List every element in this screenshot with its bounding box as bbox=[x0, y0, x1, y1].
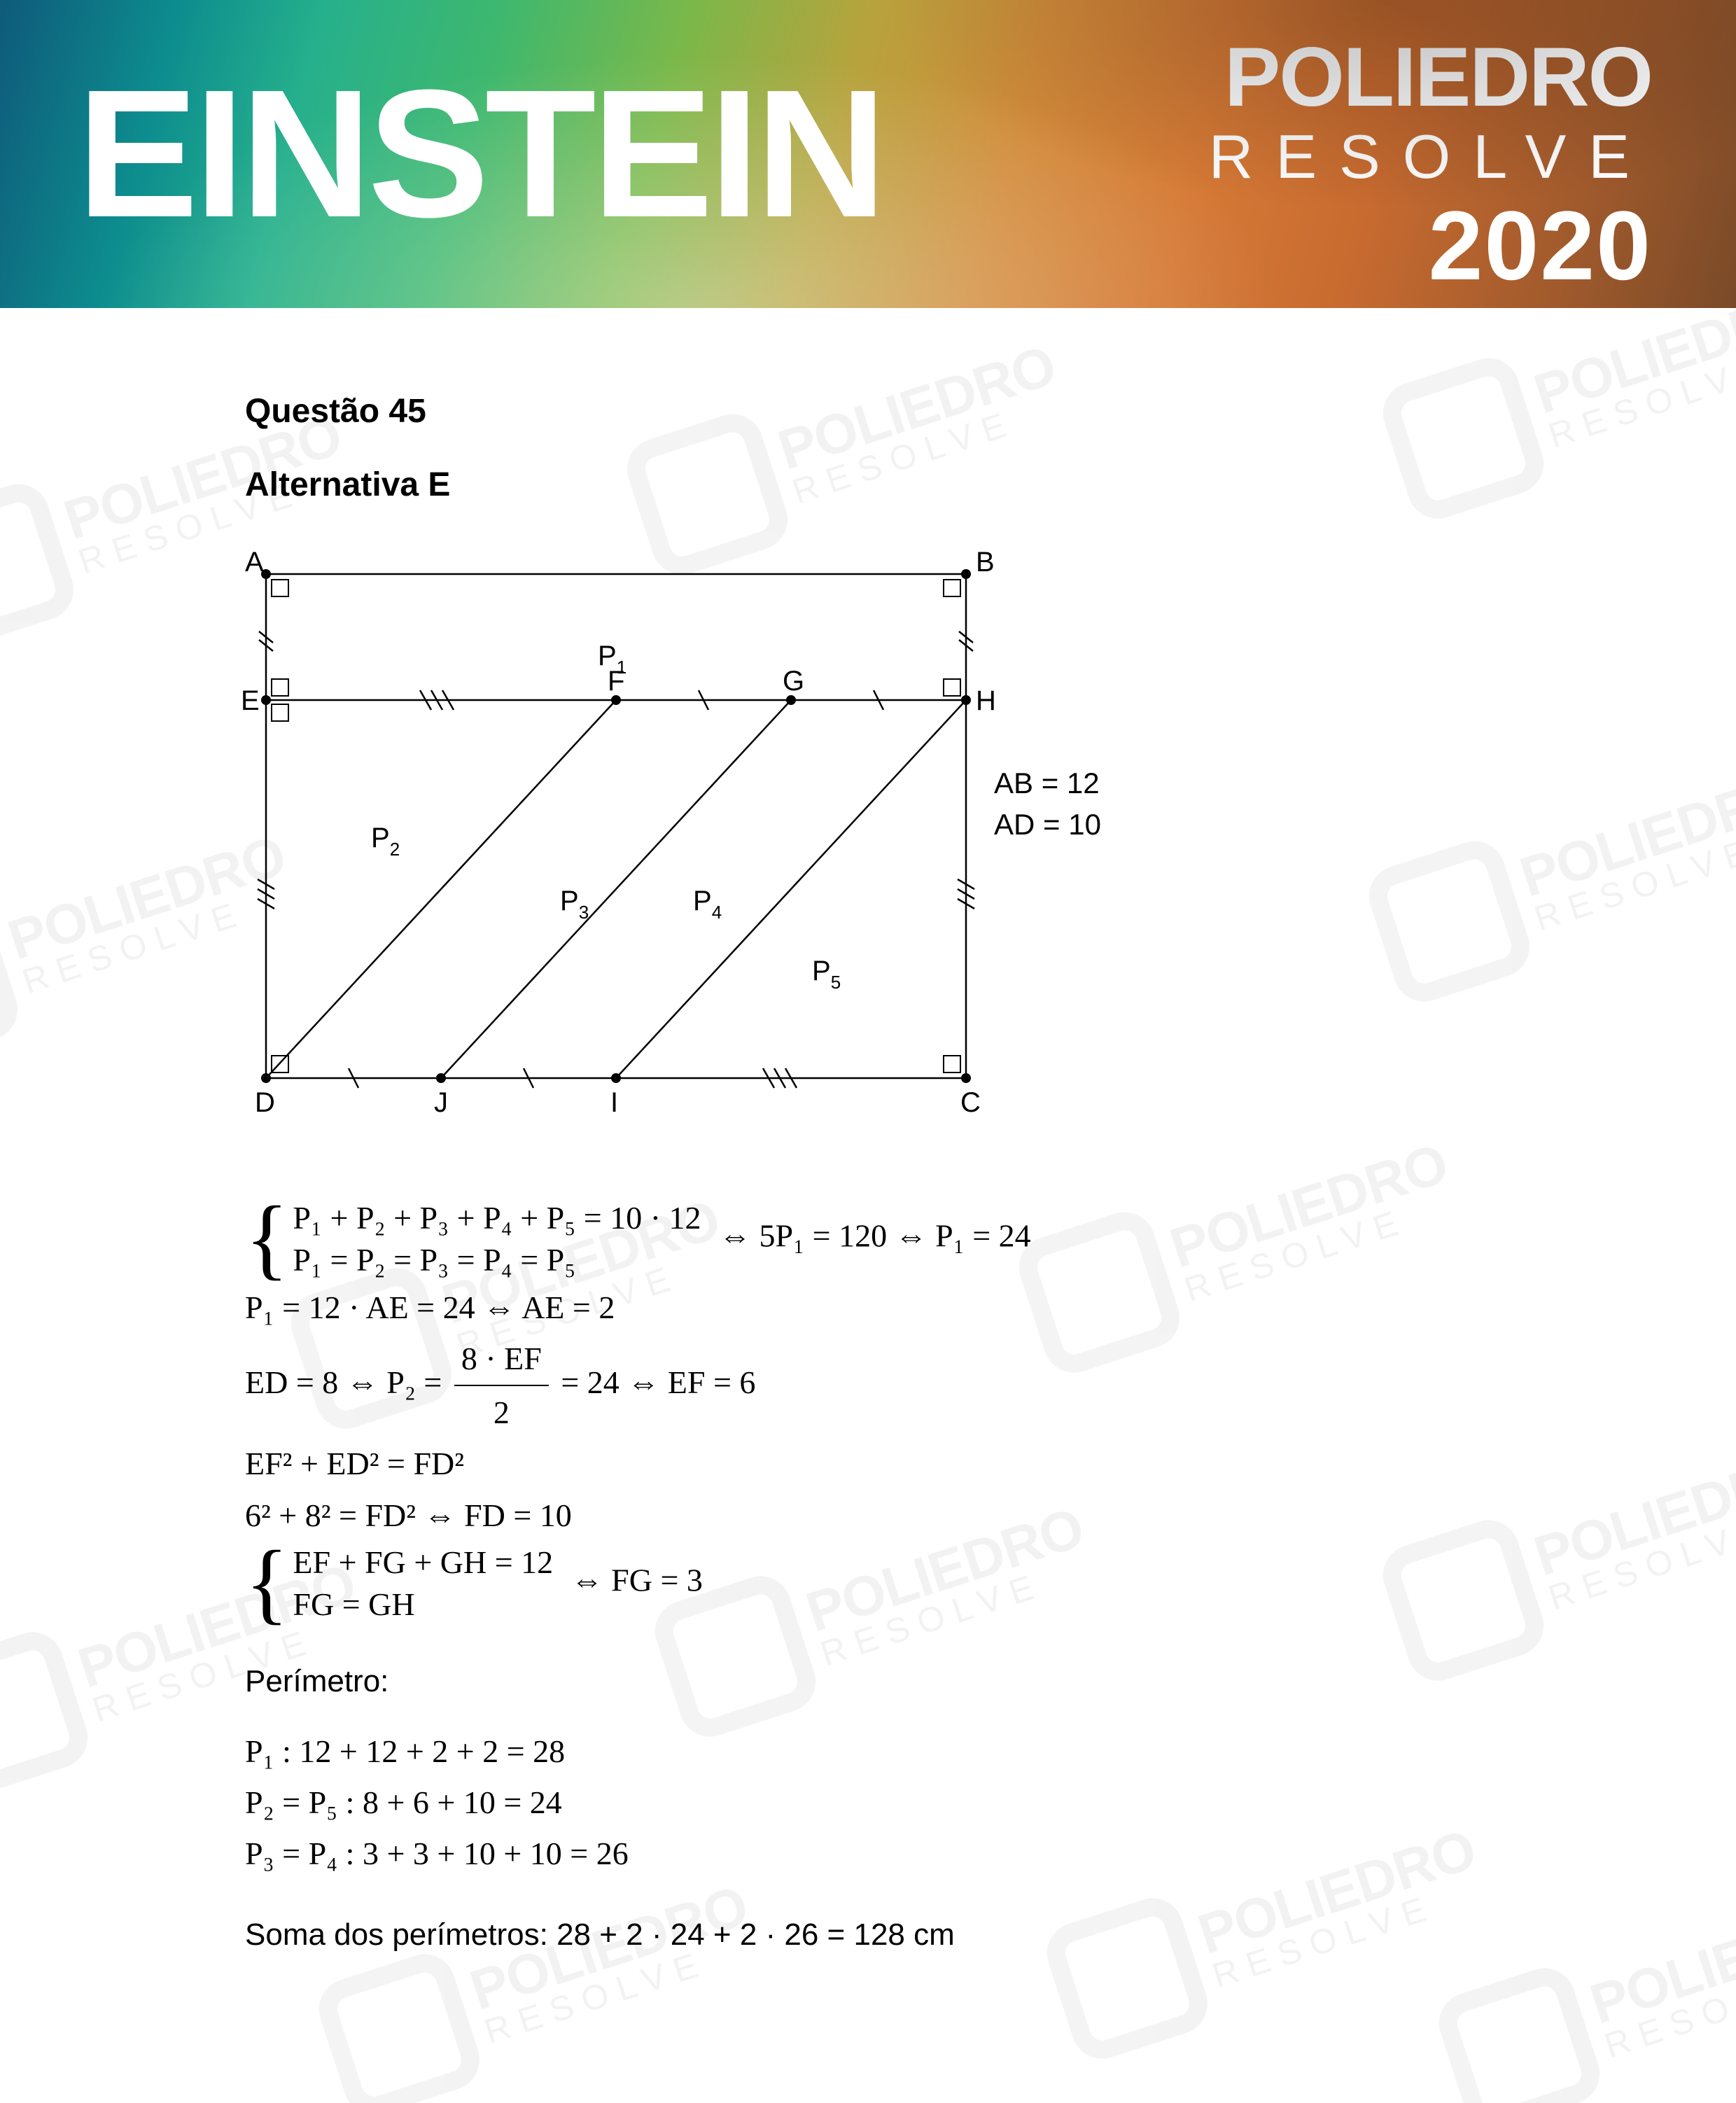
label-D: D bbox=[255, 1087, 275, 1118]
label-H: H bbox=[976, 685, 996, 716]
sys1-implication: ⇔ 5P₁ = 120 ⇔ P₁ = 24 bbox=[719, 1217, 1031, 1253]
header-banner: EINSTEIN POLIEDRO RESOLVE 2020 bbox=[0, 0, 1736, 308]
banner-title: EINSTEIN bbox=[77, 63, 883, 245]
frac-num: 8 · EF bbox=[454, 1334, 549, 1386]
sys2-row1: EF + FG + GH = 12 bbox=[293, 1542, 553, 1584]
frac-den: 2 bbox=[454, 1386, 549, 1437]
label-G: G bbox=[783, 666, 804, 697]
sys2-row2: FG = GH bbox=[293, 1584, 553, 1626]
content: Questão 45 Alternativa E bbox=[0, 308, 1736, 1959]
final-sum: Soma dos perímetros: 28 + 2 · 24 + 2 · 2… bbox=[245, 1911, 1736, 1959]
region-P2: P2 bbox=[371, 823, 400, 860]
sys1-row2: P₁ = P₂ = P₃ = P₄ = P₅ bbox=[293, 1239, 701, 1281]
banner-year: 2020 bbox=[1429, 189, 1652, 302]
solution-block: { P₁ + P₂ + P₃ + P₄ + P₅ = 10 · 12 P₁ = … bbox=[245, 1197, 1736, 1959]
brand-line1: POLIEDRO bbox=[1209, 35, 1652, 119]
pythag-2: 6² + 8² = FD² ⇔ FD = 10 bbox=[245, 1490, 1736, 1540]
perimeter-label: Perímetro: bbox=[245, 1658, 1736, 1705]
label-A: A bbox=[245, 547, 264, 578]
line-p1-ae: P₁ = 12 · AE = 24 ⇔ AE = 2 bbox=[245, 1283, 1736, 1332]
perim-p3p4: P₃ = P₄ : 3 + 3 + 10 + 10 = 26 bbox=[245, 1829, 1736, 1878]
system-1: { P₁ + P₂ + P₃ + P₄ + P₅ = 10 · 12 P₁ = … bbox=[245, 1197, 701, 1281]
side-ab: AB = 12 bbox=[994, 763, 1101, 804]
ed-suffix: = 24 ⇔ EF = 6 bbox=[561, 1364, 755, 1400]
pythag-1: EF² + ED² = FD² bbox=[245, 1439, 1736, 1488]
label-I: I bbox=[610, 1087, 618, 1118]
fraction-8ef-2: 8 · EF 2 bbox=[454, 1334, 549, 1438]
system-2: { EF + FG + GH = 12 FG = GH bbox=[245, 1542, 553, 1626]
label-J: J bbox=[434, 1087, 448, 1118]
brand-block: POLIEDRO RESOLVE bbox=[1209, 35, 1652, 191]
brand-line2: RESOLVE bbox=[1209, 123, 1652, 191]
label-B: B bbox=[976, 547, 995, 578]
question-alternative: Alternativa E bbox=[245, 466, 1736, 504]
ed-prefix: ED = 8 ⇔ P₂ = bbox=[245, 1364, 450, 1400]
label-E: E bbox=[241, 685, 260, 716]
sys2-implication: ⇔ FG = 3 bbox=[571, 1562, 703, 1598]
perim-p2p5: P₂ = P₅ : 8 + 6 + 10 = 24 bbox=[245, 1777, 1736, 1827]
region-P3: P3 bbox=[560, 886, 589, 923]
perim-p1: P₁ : 12 + 12 + 2 + 2 = 28 bbox=[245, 1726, 1736, 1776]
question-heading: Questão 45 bbox=[245, 392, 1736, 431]
region-P5: P5 bbox=[812, 956, 841, 993]
side-info: AB = 12 AD = 10 bbox=[994, 763, 1101, 846]
geometry-diagram: A B E F G H D J I C P1 P2 P3 P4 P5 AB = … bbox=[224, 546, 1120, 1134]
region-P4: P4 bbox=[693, 886, 722, 923]
sys1-row1: P₁ + P₂ + P₃ + P₄ + P₅ = 10 · 12 bbox=[293, 1197, 701, 1239]
side-ad: AD = 10 bbox=[994, 804, 1101, 846]
label-C: C bbox=[960, 1087, 981, 1118]
